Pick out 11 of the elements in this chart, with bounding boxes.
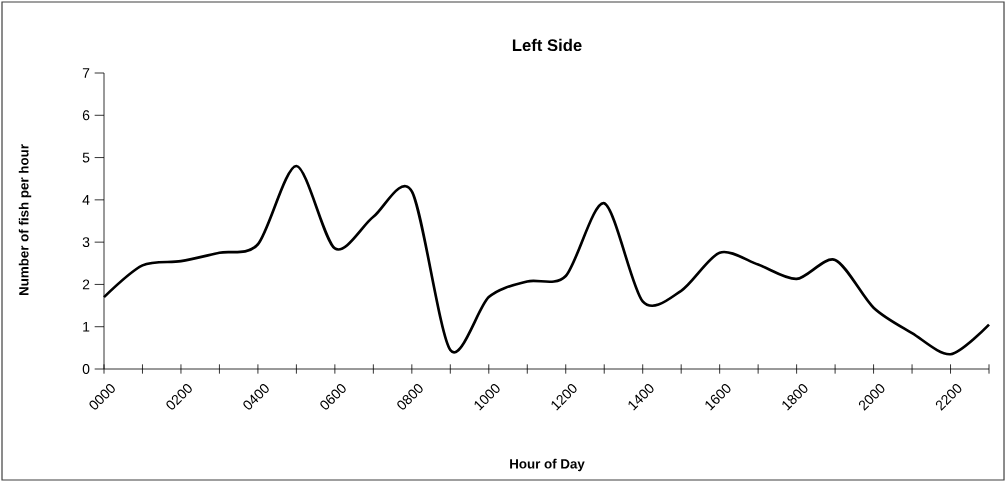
- x-axis-title: Hour of Day: [510, 458, 585, 472]
- y-tick-label: 1: [83, 321, 90, 332]
- y-tick-label: 7: [82, 68, 90, 78]
- y-tick-label: 6: [82, 110, 90, 121]
- y-tick-label: 0: [82, 364, 90, 374]
- y-tick-label: 2: [82, 279, 90, 290]
- y-tick-label: 4: [82, 195, 90, 205]
- y-axis-title: Number of fish per hour: [18, 144, 32, 296]
- chart-title: Left Side: [512, 38, 582, 52]
- y-tick-label: 3: [82, 237, 90, 248]
- y-tick-label: 5: [82, 152, 90, 163]
